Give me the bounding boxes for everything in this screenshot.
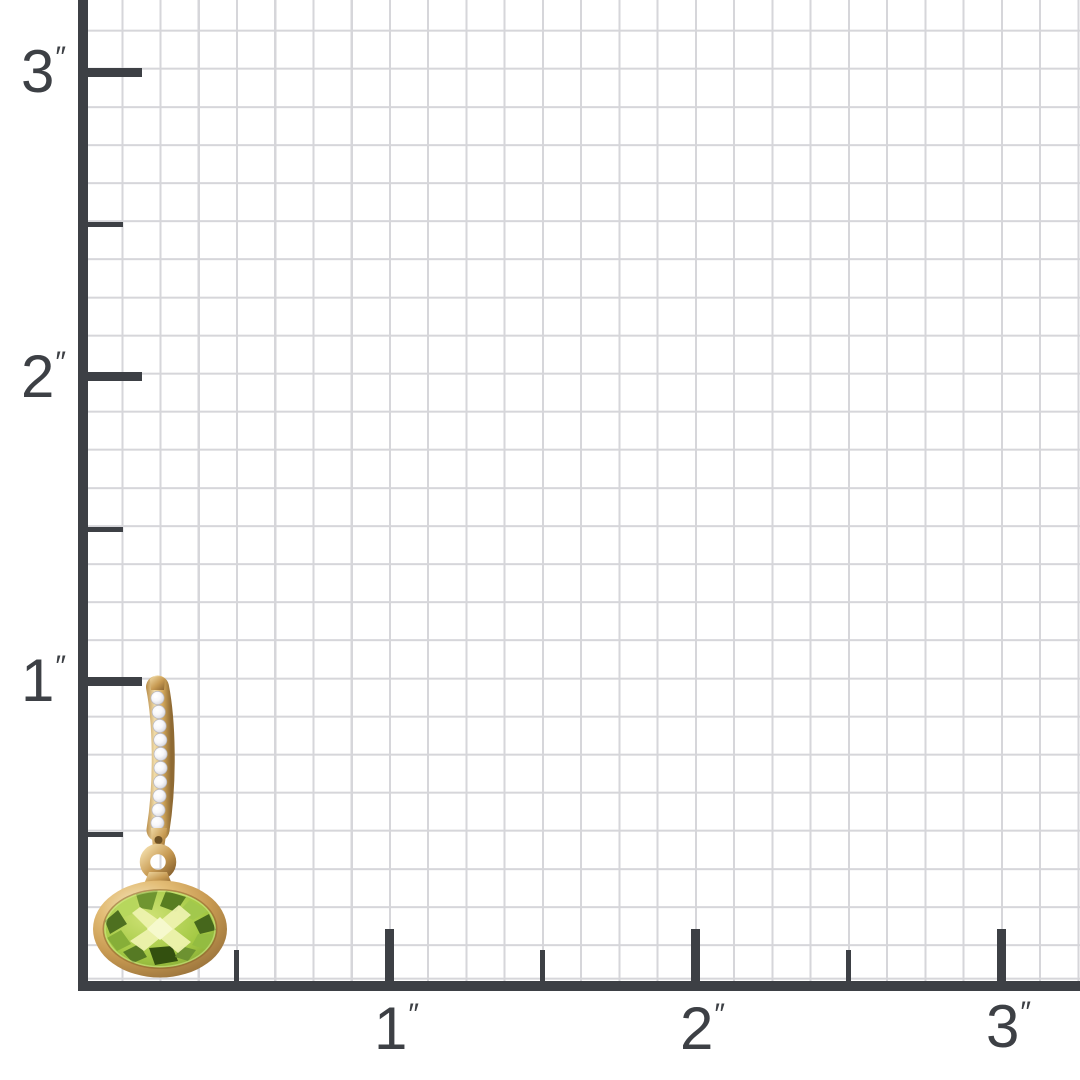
y-axis-major-tick-2in: [80, 372, 142, 381]
jump-ring: [139, 843, 177, 881]
pave-diamond: [150, 691, 165, 705]
y-axis-label-2in-value: 2: [21, 343, 55, 410]
diamond-sparkle: [154, 806, 159, 810]
x-axis-label-3in: 3 ″: [986, 993, 1031, 1060]
y-axis-label-3in: 3 ″: [21, 38, 66, 105]
diamond-sparkle: [156, 750, 161, 754]
y-axis-label-1in: 1 ″: [21, 647, 66, 714]
x-axis-line: [78, 981, 1080, 991]
x-axis-label-1in-value: 1: [374, 995, 408, 1062]
pave-diamond: [153, 775, 168, 789]
y-axis-line: [78, 0, 88, 991]
inch-mark-icon: ″: [55, 346, 65, 379]
inch-mark-icon: ″: [714, 998, 724, 1031]
bezel-inner-lip: [102, 889, 218, 969]
y-axis-label-2in: 2 ″: [21, 343, 66, 410]
y-axis-label-1in-value: 1: [21, 647, 55, 714]
x-axis-label-3in-value: 3: [986, 993, 1020, 1060]
pave-diamond: [153, 747, 168, 761]
inch-mark-icon: ″: [408, 998, 418, 1031]
x-axis-label-1in: 1 ″: [374, 995, 419, 1062]
y-axis-label-3in-value: 3: [21, 38, 55, 105]
pave-diamond: [151, 705, 166, 719]
pave-diamond: [151, 803, 166, 817]
measurement-grid: [83, 0, 1080, 986]
inch-mark-icon: ″: [55, 650, 65, 683]
x-axis-label-2in-value: 2: [680, 995, 714, 1062]
x-axis-major-tick-2in: [690, 929, 700, 986]
y-axis-major-tick-1in: [80, 676, 142, 686]
inch-mark-icon: ″: [55, 41, 65, 74]
bail-hole: [154, 836, 163, 844]
x-axis-minor-tick-2p5in: [845, 950, 851, 986]
hoop-top-cap: [150, 676, 165, 690]
pave-diamond: [153, 733, 168, 747]
y-axis-minor-tick-2p5in: [80, 221, 123, 227]
pave-diamond: [153, 761, 168, 775]
x-axis-minor-tick-0p5in: [233, 950, 239, 986]
inch-mark-icon: ″: [1020, 996, 1030, 1029]
x-axis-major-tick-1in: [384, 929, 394, 986]
pave-diamond: [152, 789, 167, 803]
y-axis-major-tick-3in: [80, 67, 142, 77]
y-axis-minor-tick-0p5in: [80, 831, 123, 837]
product-photo-earring: [93, 675, 227, 978]
y-axis-minor-tick-1p5in: [80, 526, 123, 532]
pave-diamonds: [150, 691, 168, 830]
peridot-facets: [104, 890, 216, 968]
pave-diamond: [150, 816, 165, 830]
x-axis-major-tick-3in: [996, 929, 1006, 986]
x-axis-label-2in: 2 ″: [680, 995, 725, 1062]
earring-hoop: [146, 675, 175, 852]
peridot-pendant: [93, 880, 227, 978]
x-axis-minor-tick-1p5in: [539, 950, 545, 986]
pave-diamond: [152, 719, 167, 733]
diamond-sparkle: [153, 694, 158, 698]
